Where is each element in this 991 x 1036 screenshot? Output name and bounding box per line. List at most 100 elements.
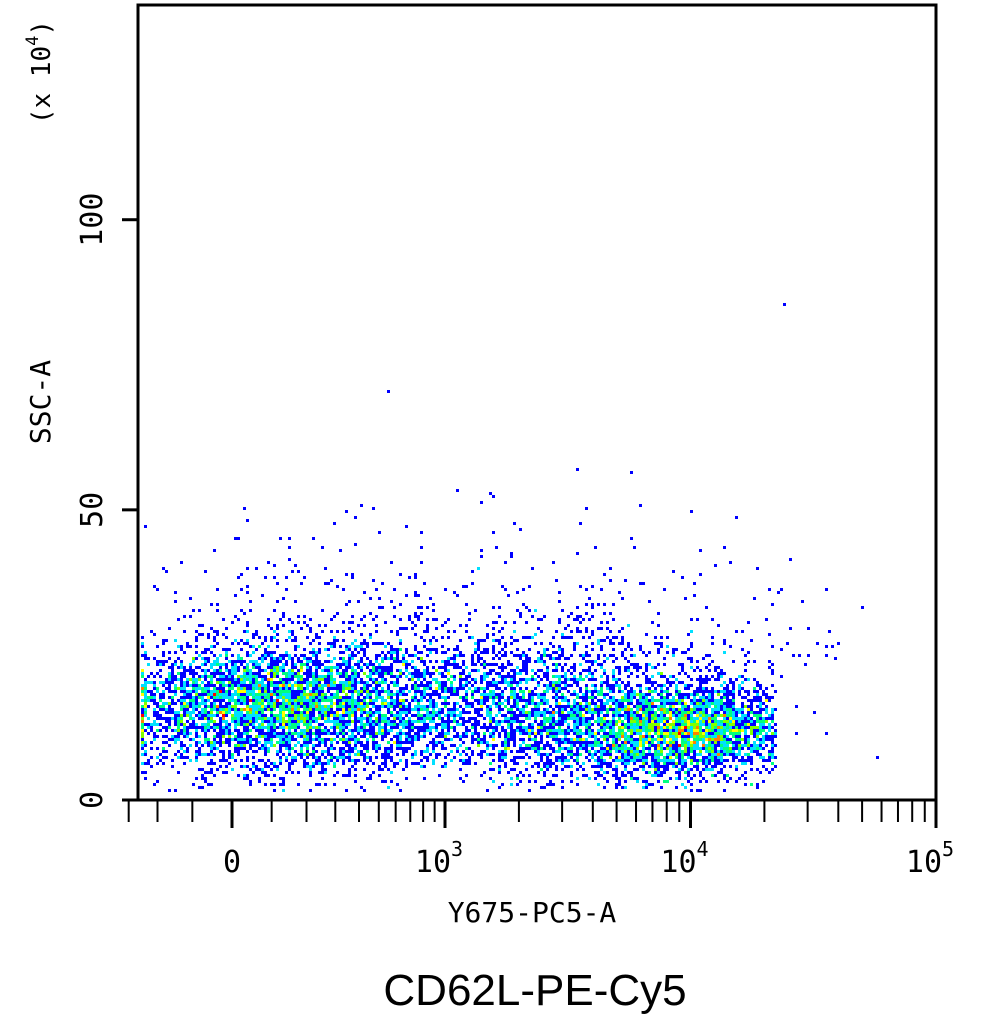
density-bin	[681, 699, 684, 702]
density-bin	[696, 678, 699, 681]
density-bin	[729, 738, 732, 741]
density-bin	[606, 720, 609, 723]
density-bin	[723, 717, 726, 720]
density-bin	[756, 750, 759, 753]
density-bin	[714, 678, 717, 681]
density-bin	[624, 735, 627, 738]
density-bin	[174, 720, 177, 723]
density-bin	[183, 666, 186, 669]
density-bin	[189, 705, 192, 708]
density-bin	[213, 696, 216, 699]
density-bin	[417, 720, 420, 723]
density-bin	[669, 756, 672, 759]
density-bin	[288, 768, 291, 771]
density-bin	[636, 777, 639, 780]
density-bin	[204, 687, 207, 690]
density-bin	[426, 717, 429, 720]
density-bin	[723, 738, 726, 741]
density-bin	[201, 657, 204, 660]
density-bin	[273, 732, 276, 735]
density-bin	[348, 771, 351, 774]
density-bin	[744, 762, 747, 765]
density-bin	[651, 702, 654, 705]
density-bin	[459, 681, 462, 684]
density-bin	[678, 756, 681, 759]
density-bin	[708, 729, 711, 732]
density-bin	[321, 678, 324, 681]
density-bin	[375, 690, 378, 693]
density-bin	[261, 714, 264, 717]
density-bin	[237, 690, 240, 693]
density-bin	[555, 732, 558, 735]
density-bin	[729, 741, 732, 744]
density-bin	[666, 759, 669, 762]
density-bin	[633, 762, 636, 765]
density-bin	[726, 687, 729, 690]
density-bin	[687, 711, 690, 714]
density-bin	[537, 669, 540, 672]
density-bin	[351, 693, 354, 696]
density-bin	[669, 705, 672, 708]
density-bin	[396, 681, 399, 684]
density-bin	[426, 666, 429, 669]
density-bin	[318, 663, 321, 666]
density-bin	[249, 738, 252, 741]
density-bin	[744, 741, 747, 744]
density-bin	[192, 726, 195, 729]
density-bin	[516, 705, 519, 708]
density-bin	[429, 729, 432, 732]
density-bin	[702, 696, 705, 699]
density-bin	[501, 720, 504, 723]
density-bin	[663, 690, 666, 693]
density-bin	[705, 765, 708, 768]
density-bin	[705, 678, 708, 681]
density-bin	[168, 723, 171, 726]
density-bin	[210, 675, 213, 678]
density-bin	[672, 651, 675, 654]
density-bin	[693, 720, 696, 723]
density-bin	[684, 762, 687, 765]
density-bin	[744, 744, 747, 747]
density-bin	[261, 687, 264, 690]
density-bin	[153, 783, 156, 786]
density-bin	[366, 738, 369, 741]
density-bin	[546, 726, 549, 729]
density-bin	[771, 669, 774, 672]
density-bin	[405, 708, 408, 711]
density-bin	[687, 696, 690, 699]
density-bin	[357, 690, 360, 693]
density-bin	[708, 723, 711, 726]
density-bin	[570, 744, 573, 747]
density-bin	[681, 663, 684, 666]
density-bin	[714, 741, 717, 744]
density-bin	[270, 693, 273, 696]
density-bin	[450, 759, 453, 762]
density-bin	[243, 693, 246, 696]
density-bin	[192, 723, 195, 726]
density-bin	[723, 735, 726, 738]
density-bin	[213, 654, 216, 657]
density-bin	[207, 633, 210, 636]
density-bin	[747, 723, 750, 726]
density-bin	[423, 732, 426, 735]
density-bin	[624, 714, 627, 717]
density-bin	[330, 741, 333, 744]
density-bin	[723, 765, 726, 768]
density-bin	[306, 747, 309, 750]
density-bin	[612, 675, 615, 678]
density-bin	[645, 759, 648, 762]
density-bin	[552, 684, 555, 687]
density-bin	[291, 666, 294, 669]
density-bin	[354, 768, 357, 771]
density-bin	[483, 702, 486, 705]
density-bin	[465, 696, 468, 699]
density-bin	[438, 708, 441, 711]
density-bin	[315, 669, 318, 672]
density-bin	[666, 687, 669, 690]
density-bin	[690, 642, 693, 645]
density-bin	[153, 708, 156, 711]
density-bin	[567, 684, 570, 687]
density-bin	[366, 687, 369, 690]
density-bin	[618, 750, 621, 753]
density-bin	[477, 642, 480, 645]
